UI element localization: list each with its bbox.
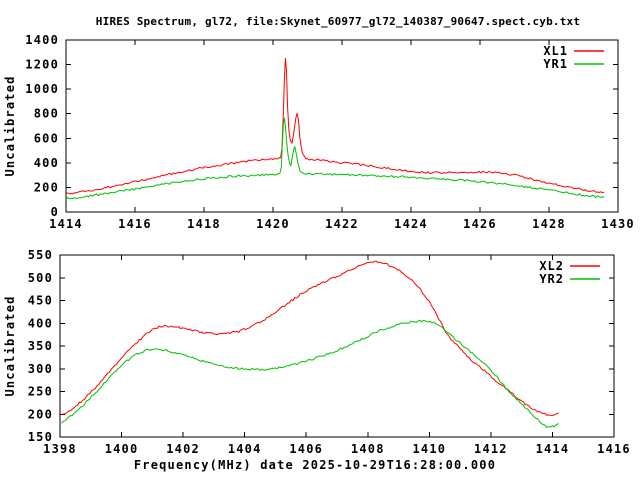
x-tick-label: 1412: [474, 442, 508, 456]
y-tick-label: 150: [28, 430, 53, 444]
x-tick-label: 1406: [289, 442, 323, 456]
x-tick-label: 1400: [105, 442, 139, 456]
top-spectrum-plot: 1414 1416 1418 1420 1422 1424 1426 1428 1430 0 200…: [3, 33, 635, 231]
legend-label-YR2: YR2: [539, 272, 564, 286]
x-tick-label: 1422: [325, 217, 359, 231]
legend-label-YR1: YR1: [543, 57, 568, 71]
legend-label-XL2: XL2: [539, 259, 564, 273]
y-tick-label: 400: [28, 316, 53, 330]
series-line-YR1: [65, 117, 605, 200]
y-tick-label: 1200: [25, 58, 59, 72]
x-tick-label: 1418: [187, 217, 221, 231]
y-axis-label: Uncalibrated: [3, 75, 17, 176]
y-tick-label: 200: [28, 407, 53, 421]
x-tick-label: 1428: [532, 217, 566, 231]
y-tick-label: 800: [34, 107, 59, 121]
x-tick-label: 1408: [351, 442, 385, 456]
y-tick-label: 400: [34, 156, 59, 170]
y-tick-label: 0: [51, 205, 59, 219]
plot-border: [59, 254, 615, 438]
y-tick-label: 300: [28, 362, 53, 376]
legend-label-XL1: XL1: [543, 44, 568, 58]
chart-title: HIRES Spectrum, gl72, file:Skynet_60977_…: [96, 15, 580, 28]
bottom-spectrum-plot: 1398 1400 1402 1404 1406 1408 1410 1412 1414 1416…: [3, 248, 631, 472]
x-tick-label: 1426: [463, 217, 497, 231]
y-tick-label: 600: [34, 131, 59, 145]
series-line-YR2: [61, 319, 559, 428]
x-tick-label: 1424: [394, 217, 428, 231]
x-tick-label: 1416: [597, 442, 631, 456]
x-tick-label: 1430: [601, 217, 635, 231]
series-line-XL2: [61, 260, 559, 417]
x-tick-label: 1402: [166, 442, 200, 456]
y-tick-label: 200: [34, 180, 59, 194]
x-tick-label: 1416: [118, 217, 152, 231]
x-tick-label: 1398: [43, 442, 77, 456]
x-tick-label: 1404: [228, 442, 262, 456]
x-tick-label: 1414: [536, 442, 570, 456]
x-tick-label: 1410: [412, 442, 446, 456]
y-axis-label: Uncalibrated: [3, 295, 17, 396]
plot-border: [65, 39, 619, 213]
y-tick-label: 550: [28, 248, 53, 262]
x-tick-label: 1414: [49, 217, 83, 231]
y-tick-label: 450: [28, 294, 53, 308]
y-tick-label: 1000: [25, 82, 59, 96]
x-axis-label: Frequency(MHz) date 2025-10-29T16:28:00.…: [134, 458, 496, 472]
y-tick-label: 250: [28, 385, 53, 399]
y-tick-label: 500: [28, 271, 53, 285]
y-tick-label: 350: [28, 339, 53, 353]
series-line-XL1: [65, 58, 605, 195]
y-tick-label: 1400: [25, 33, 59, 47]
x-tick-label: 1420: [256, 217, 290, 231]
